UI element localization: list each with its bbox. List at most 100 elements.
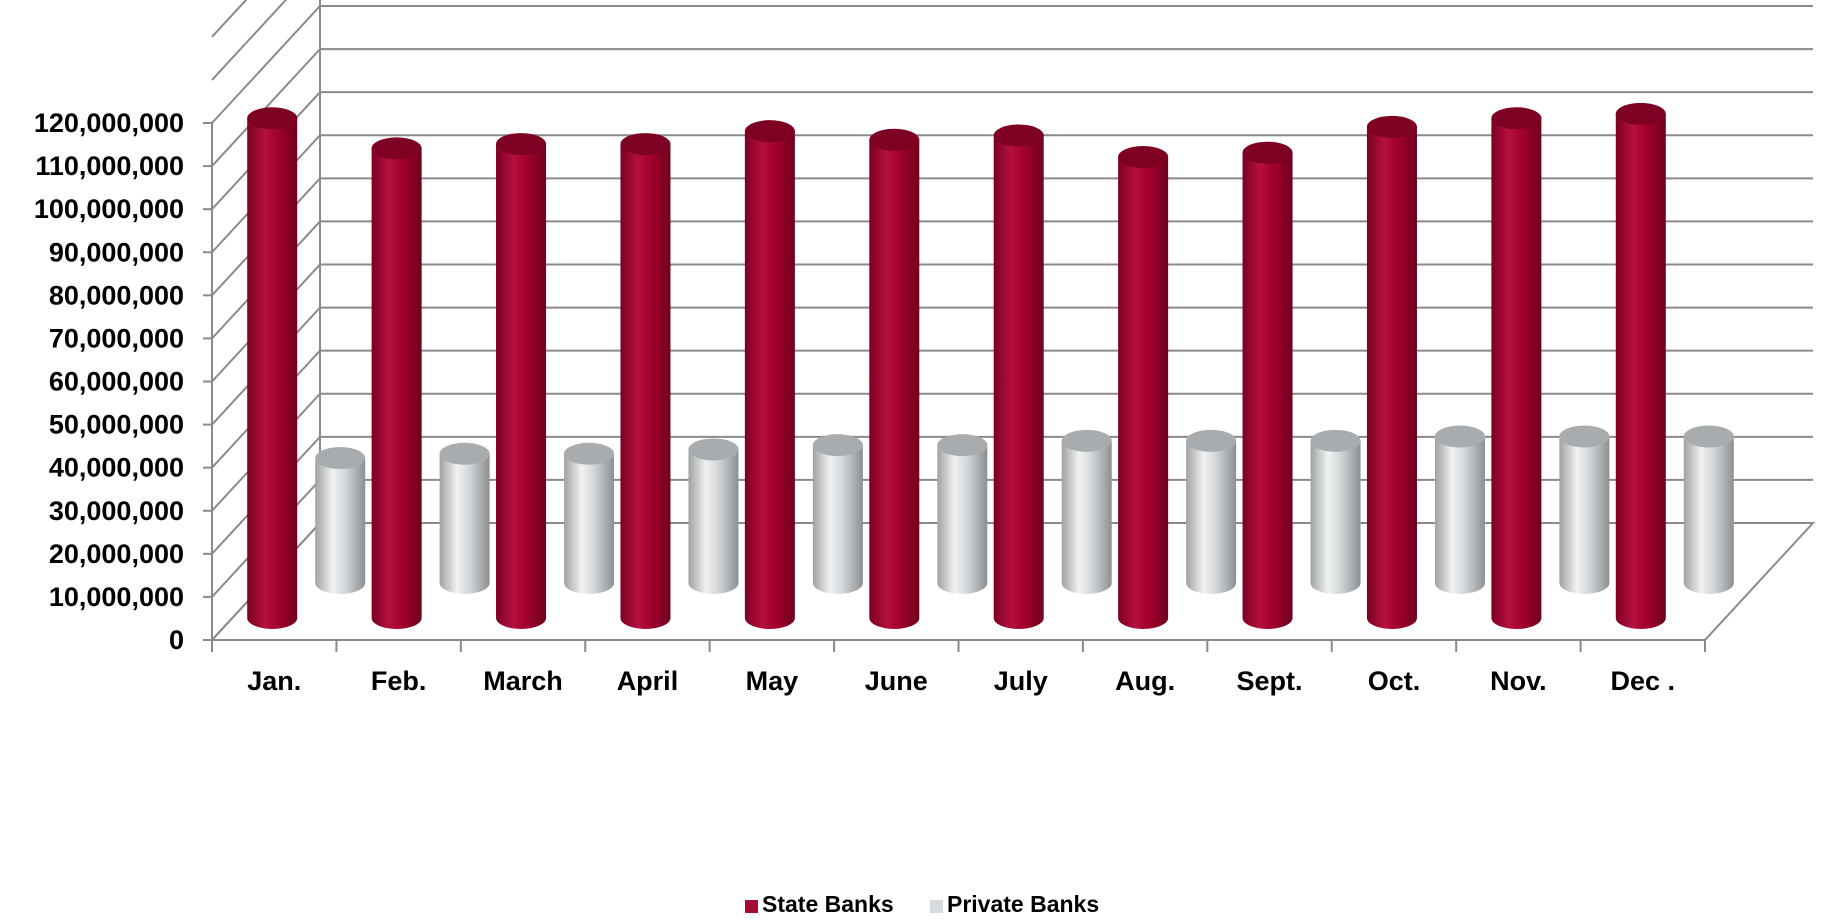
bar-state-banks-top — [1118, 146, 1169, 169]
x-tick-label: Jan. — [247, 666, 301, 696]
bar-private-banks-body — [1559, 436, 1610, 594]
bar-state-banks-top — [1242, 141, 1293, 164]
y-tick-label: 110,000,000 — [35, 151, 184, 181]
bar-private-banks-body — [937, 445, 988, 594]
bar-private-banks — [1061, 429, 1112, 594]
bar-state-banks-top — [1615, 102, 1666, 125]
legend-swatch-state-banks — [745, 900, 758, 913]
x-tick-label: Oct. — [1368, 666, 1421, 696]
bar-state-banks-top — [869, 128, 920, 151]
bar-state-banks-top — [247, 107, 298, 130]
bar-private-banks — [1683, 425, 1734, 594]
x-axis: Jan. Feb. March April May June July Aug. Sept. Oc… — [211, 640, 1706, 696]
bar-private-banks-top — [1559, 425, 1610, 448]
x-tick-label: July — [994, 666, 1048, 696]
bar-state-banks — [993, 124, 1044, 629]
bar-private-banks-body — [564, 453, 615, 594]
y-tick-label: 80,000,000 — [49, 280, 184, 310]
x-tick-label: Sept. — [1237, 666, 1303, 696]
bar-state-banks-body — [371, 148, 422, 629]
bar-private-banks-top — [1186, 429, 1237, 452]
bar-private-banks-top — [1434, 425, 1485, 448]
bar-state-banks-body — [993, 135, 1044, 629]
bar-private-banks-top — [439, 442, 490, 465]
y-tick-label: 120,000,000 — [34, 108, 184, 138]
bar-state-banks — [371, 137, 422, 629]
bar-state-banks-body — [869, 139, 920, 629]
x-tick-label: Nov. — [1490, 666, 1547, 696]
bar-state-banks — [1366, 115, 1417, 629]
bar-state-banks — [869, 128, 920, 629]
bar-private-banks — [1559, 425, 1610, 594]
bar-state-banks-body — [620, 144, 671, 630]
legend-swatch-private-banks — [930, 900, 943, 913]
y-tick-label: 100,000,000 — [34, 194, 184, 224]
bar-private-banks-body — [1683, 436, 1734, 594]
y-tick-label: 10,000,000 — [49, 582, 184, 612]
bar-state-banks-top — [1366, 115, 1417, 138]
bar-private-banks — [1186, 429, 1237, 594]
bar-private-banks — [1310, 429, 1361, 594]
bar-state-banks — [1615, 102, 1666, 630]
bar-state-banks-body — [1366, 126, 1417, 629]
bar-private-banks-body — [315, 458, 366, 594]
bar-private-banks-top — [937, 434, 988, 457]
bar-private-banks-top — [315, 447, 366, 470]
x-tick-label: April — [617, 666, 679, 696]
bar-private-banks-body — [1186, 440, 1237, 594]
legend-label-state-banks: State Banks — [762, 891, 894, 917]
bar-private-banks — [564, 442, 615, 594]
y-tick-label: 30,000,000 — [49, 496, 184, 526]
bar-private-banks — [812, 434, 863, 594]
bar-state-banks-body — [744, 131, 795, 630]
bar-state-banks-body — [1118, 157, 1169, 629]
bar-private-banks — [937, 434, 988, 594]
bar-private-banks-body — [812, 445, 863, 594]
x-tick-label: March — [483, 666, 563, 696]
gridline — [211, 0, 288, 81]
bar-private-banks — [315, 447, 366, 594]
y-tick-label: 60,000,000 — [49, 367, 184, 397]
bar-private-banks-top — [688, 438, 739, 461]
x-tick-label: Aug. — [1115, 666, 1175, 696]
bar-state-banks-top — [620, 133, 671, 156]
gridline — [211, 5, 1813, 124]
bar-state-banks-body — [1242, 152, 1293, 629]
bar-state-banks-body — [247, 118, 298, 629]
x-tick-label: Feb. — [371, 666, 427, 696]
bar-state-banks — [744, 120, 795, 630]
bar-state-banks-body — [1615, 113, 1666, 630]
bar-private-banks — [1434, 425, 1485, 594]
x-tick-label: Dec . — [1611, 666, 1676, 696]
bar-state-banks-body — [496, 144, 547, 630]
bar-state-banks-top — [744, 120, 795, 143]
bar-state-banks — [1491, 107, 1542, 629]
bar-private-banks-body — [439, 453, 490, 594]
bar-state-banks-top — [1491, 107, 1542, 130]
bar-state-banks — [620, 133, 671, 630]
legend: State Banks Private Banks — [745, 891, 1099, 917]
bar-private-banks — [439, 442, 490, 594]
bar-state-banks-top — [371, 137, 422, 160]
bar-private-banks-body — [688, 449, 739, 594]
y-tick-label: 0 — [169, 625, 184, 655]
y-axis: 0 10,000,000 20,000,000 30,000,000 40,000,00… — [34, 108, 184, 655]
bar-private-banks — [688, 438, 739, 594]
bar-private-banks-body — [1061, 440, 1112, 594]
bars — [247, 102, 1734, 630]
bar-private-banks-top — [1310, 429, 1361, 452]
bar-private-banks-top — [1683, 425, 1734, 448]
bar-state-banks — [1118, 146, 1169, 629]
legend-label-private-banks: Private Banks — [947, 891, 1099, 917]
bar-state-banks-top — [496, 133, 547, 156]
bar-private-banks-top — [812, 434, 863, 457]
bar-private-banks-body — [1310, 440, 1361, 594]
bar-state-banks-top — [993, 124, 1044, 147]
y-tick-label: 40,000,000 — [49, 453, 184, 483]
bar-private-banks-body — [1434, 436, 1485, 594]
bar-state-banks — [247, 107, 298, 629]
bar-private-banks-top — [564, 442, 615, 465]
y-tick-label: 90,000,000 — [49, 237, 184, 267]
x-tick-label: May — [746, 666, 799, 696]
